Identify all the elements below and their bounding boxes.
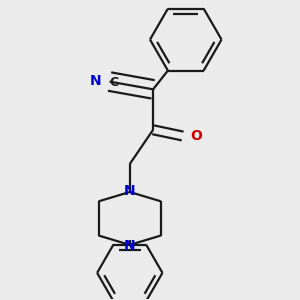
Text: N: N <box>124 239 136 253</box>
Text: N: N <box>124 184 136 198</box>
Text: O: O <box>191 129 203 143</box>
Text: C: C <box>110 76 119 89</box>
Text: N: N <box>90 74 101 88</box>
